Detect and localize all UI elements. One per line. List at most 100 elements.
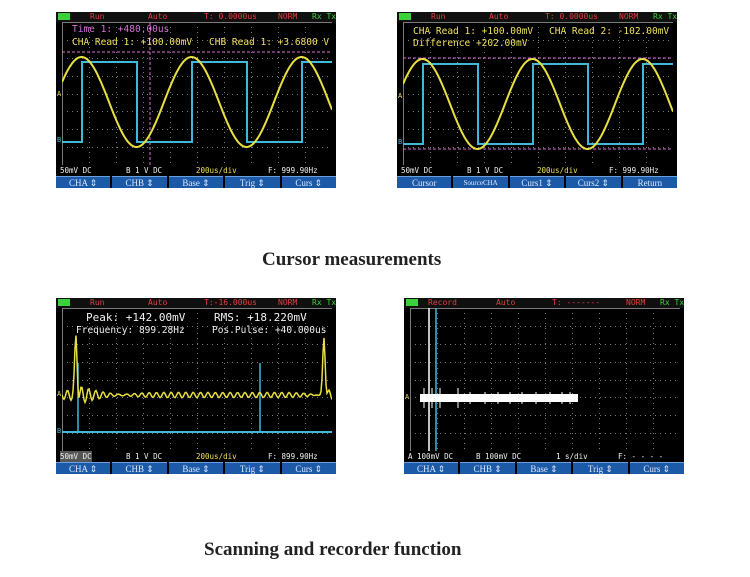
scope-panel-scan: Run Auto T:-16.000us NORM Rx Tx Peak: +1… bbox=[56, 298, 336, 474]
chb-scale: B 100mV DC bbox=[476, 452, 522, 461]
menu-trig-button[interactable]: Trig ⇕ bbox=[225, 176, 280, 188]
chb-scale: B 1 V DC bbox=[126, 166, 163, 175]
softkey-menu: CHA ⇕ CHB ⇕ Base ⇕ Trig ⇕ Curs ⇕ bbox=[404, 462, 684, 474]
waveform-screen[interactable]: A bbox=[405, 308, 680, 451]
timebase: 200us/div bbox=[196, 452, 237, 461]
readout-chb-read1: CHB Read 1: +3.6800 V bbox=[209, 37, 330, 48]
waveform-plot bbox=[62, 335, 332, 433]
readout-rms: RMS: +18.220mV bbox=[214, 311, 307, 324]
menu-curs1-button[interactable]: Curs1 ⇕ bbox=[509, 176, 565, 188]
comm-status: Rx Tx bbox=[653, 12, 677, 21]
menu-curs-button[interactable]: Curs ⇕ bbox=[281, 462, 336, 474]
channel-b-marker: B bbox=[57, 136, 62, 144]
channel-a-sine-trace bbox=[62, 56, 332, 148]
menu-cha-button[interactable]: CHA ⇕ bbox=[56, 176, 111, 188]
timebase: 200us/div bbox=[196, 166, 237, 175]
readout-time1: Time 1: +480.00us bbox=[72, 24, 170, 35]
timebase: 200us/div bbox=[537, 166, 578, 175]
menu-trig-button[interactable]: Trig ⇕ bbox=[573, 462, 628, 474]
cha-scale: A 100mV DC bbox=[408, 452, 454, 461]
trigger-mode: Auto bbox=[148, 298, 168, 307]
waveform-plot bbox=[420, 308, 578, 451]
chb-scale: B 1 V DC bbox=[467, 166, 504, 175]
battery-icon bbox=[58, 299, 70, 306]
channel-b-square-trace bbox=[403, 63, 673, 145]
channel-a-ringing-trace bbox=[62, 335, 332, 405]
scope-panel-cursor-voltage: Run Auto T: 0.0000us NORM Rx Tx CHA Read… bbox=[397, 12, 677, 188]
waveform-plot bbox=[403, 57, 673, 150]
scope-panel-record: Record Auto T: ------- NORM Rx Tx A A 10… bbox=[404, 298, 684, 474]
readout-difference: Difference +202.00mV bbox=[413, 38, 528, 49]
menu-curs-button[interactable]: Curs ⇕ bbox=[629, 462, 684, 474]
waveform-screen[interactable]: Time 1: +480.00us CHA Read 1: +100.00mV … bbox=[57, 22, 332, 165]
channel-a-sine-trace bbox=[403, 58, 673, 150]
menu-chb-button[interactable]: CHB ⇕ bbox=[112, 462, 167, 474]
status-bar: Run Auto T: 0.0000us NORM Rx Tx bbox=[397, 12, 677, 22]
softkey-menu: CHA ⇕ CHB ⇕ Base ⇕ Trig ⇕ Curs ⇕ bbox=[56, 462, 336, 474]
timebase: 1 s/div bbox=[556, 452, 588, 461]
battery-icon bbox=[399, 13, 411, 20]
channel-a-marker: A bbox=[405, 393, 410, 401]
time-offset: T: ------- bbox=[552, 298, 601, 307]
readout-frequency: Frequency: 899.28Hz bbox=[76, 325, 185, 336]
caption-recorder: Scanning and recorder function bbox=[204, 539, 462, 560]
info-bar: 50mV DC B 1 V DC 200us/div F: 899.90Hz bbox=[56, 451, 336, 462]
trigger-type: NORM bbox=[626, 298, 646, 307]
info-bar: 50mV DC B 1 V DC 200us/div F: 999.90Hz bbox=[397, 165, 677, 176]
menu-chb-button[interactable]: CHB ⇕ bbox=[460, 462, 515, 474]
channel-a-marker: A bbox=[57, 390, 62, 398]
channel-b-square-trace bbox=[62, 61, 332, 143]
trigger-type: NORM bbox=[619, 12, 639, 21]
cha-scale: 50mV DC bbox=[60, 451, 92, 462]
menu-curs-button[interactable]: Curs ⇕ bbox=[281, 176, 336, 188]
channel-b-marker: B bbox=[398, 138, 403, 146]
trigger-mode: Auto bbox=[148, 12, 168, 21]
menu-cha-button[interactable]: CHA ⇕ bbox=[56, 462, 111, 474]
info-bar: 50mV DC B 1 V DC 200us/div F: 999.90Hz bbox=[56, 165, 336, 176]
channel-a-marker: A bbox=[57, 90, 62, 98]
waveform-screen[interactable]: CHA Read 1: +100.00mV CHA Read 2: -102.0… bbox=[398, 22, 673, 165]
run-state: Run bbox=[90, 298, 105, 307]
info-bar: A 100mV DC B 100mV DC 1 s/div F: - - - - bbox=[404, 451, 684, 462]
caption-cursor: Cursor measurements bbox=[262, 249, 442, 270]
menu-return-button[interactable]: Return bbox=[622, 176, 677, 188]
status-bar: Run Auto T: 0.0000us NORM Rx Tx bbox=[56, 12, 336, 22]
status-bar: Record Auto T: ------- NORM Rx Tx bbox=[404, 298, 684, 308]
menu-chb-button[interactable]: CHB ⇕ bbox=[112, 176, 167, 188]
chb-scale: B 1 V DC bbox=[126, 452, 163, 461]
trigger-mode: Auto bbox=[496, 298, 516, 307]
readout-pos-pulse: Pos.Pulse: +40.000us bbox=[212, 325, 327, 336]
frequency: F: 899.90Hz bbox=[268, 452, 318, 461]
readout-cha-read1: CHA Read 1: +100.00mV bbox=[413, 26, 534, 37]
softkey-menu: Cursor SourceCHA Curs1 ⇕ Curs2 ⇕ Return bbox=[397, 176, 677, 188]
run-state: Run bbox=[90, 12, 105, 21]
frequency: F: 999.90Hz bbox=[609, 166, 659, 175]
recorded-signal-spikes bbox=[423, 388, 571, 408]
time-offset: T:-16.000us bbox=[204, 298, 257, 307]
status-bar: Run Auto T:-16.000us NORM Rx Tx bbox=[56, 298, 336, 308]
readout-cha-read2: CHA Read 2: -102.00mV bbox=[549, 26, 670, 37]
channel-b-marker: B bbox=[57, 427, 62, 435]
menu-cursor-button[interactable]: Cursor bbox=[397, 176, 452, 188]
menu-base-button[interactable]: Base ⇕ bbox=[516, 462, 572, 474]
cha-scale: 50mV DC bbox=[60, 166, 92, 175]
menu-base-button[interactable]: Base ⇕ bbox=[168, 176, 224, 188]
menu-trig-button[interactable]: Trig ⇕ bbox=[225, 462, 280, 474]
channel-a-marker: A bbox=[398, 92, 403, 100]
recorded-signal-band bbox=[420, 394, 578, 402]
battery-icon bbox=[406, 299, 418, 306]
trigger-type: NORM bbox=[278, 298, 298, 307]
frequency: F: 999.90Hz bbox=[268, 166, 318, 175]
menu-cha-button[interactable]: CHA ⇕ bbox=[404, 462, 459, 474]
comm-status: Rx Tx bbox=[312, 298, 336, 307]
graticule bbox=[403, 22, 673, 165]
menu-source-button[interactable]: SourceCHA bbox=[453, 176, 508, 188]
frequency: F: - - - - bbox=[618, 452, 664, 461]
readout-peak: Peak: +142.00mV bbox=[86, 311, 186, 324]
softkey-menu: CHA ⇕ CHB ⇕ Base ⇕ Trig ⇕ Curs ⇕ bbox=[56, 176, 336, 188]
readout-cha-read1: CHA Read 1: +100.00mV bbox=[72, 37, 193, 48]
menu-base-button[interactable]: Base ⇕ bbox=[168, 462, 224, 474]
waveform-screen[interactable]: Peak: +142.00mV RMS: +18.220mV Frequency… bbox=[57, 308, 332, 451]
menu-curs2-button[interactable]: Curs2 ⇕ bbox=[566, 176, 621, 188]
waveform-plot bbox=[62, 22, 332, 165]
